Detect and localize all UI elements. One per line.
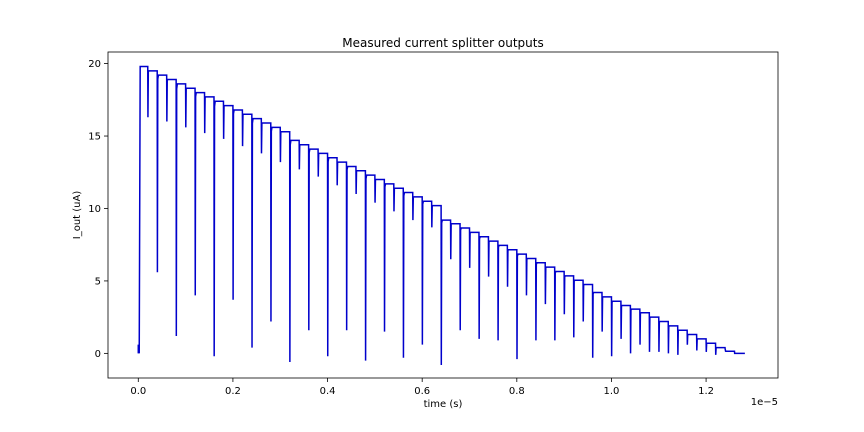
- y-tick-label: 0: [95, 349, 101, 360]
- y-axis-label: I_out (uA): [72, 191, 83, 240]
- x-tick-label: 0.2: [225, 386, 241, 397]
- x-axis-offset-label: 1e−5: [751, 397, 778, 408]
- y-tick-label: 10: [88, 204, 101, 215]
- x-tick-label: 1.0: [603, 386, 619, 397]
- y-tick-label: 5: [95, 276, 101, 287]
- x-tick-label: 1.2: [698, 386, 714, 397]
- chart-title: Measured current splitter outputs: [342, 36, 543, 50]
- plot-area: [137, 65, 745, 365]
- x-axis: 0.0 0.2 0.4 0.6 0.8 1.0 1.2: [130, 378, 714, 397]
- x-tick-label: 0.8: [509, 386, 525, 397]
- x-tick-label: 0.4: [320, 386, 336, 397]
- y-tick-label: 15: [88, 132, 101, 143]
- y-axis: 0 5 10 15 20: [88, 59, 108, 360]
- x-tick-label: 0.0: [130, 386, 146, 397]
- x-tick-label: 0.6: [414, 386, 430, 397]
- series-line: [137, 65, 745, 365]
- plot-frame: [107, 51, 779, 379]
- y-tick-label: 20: [88, 59, 101, 70]
- x-axis-label: time (s): [424, 399, 463, 410]
